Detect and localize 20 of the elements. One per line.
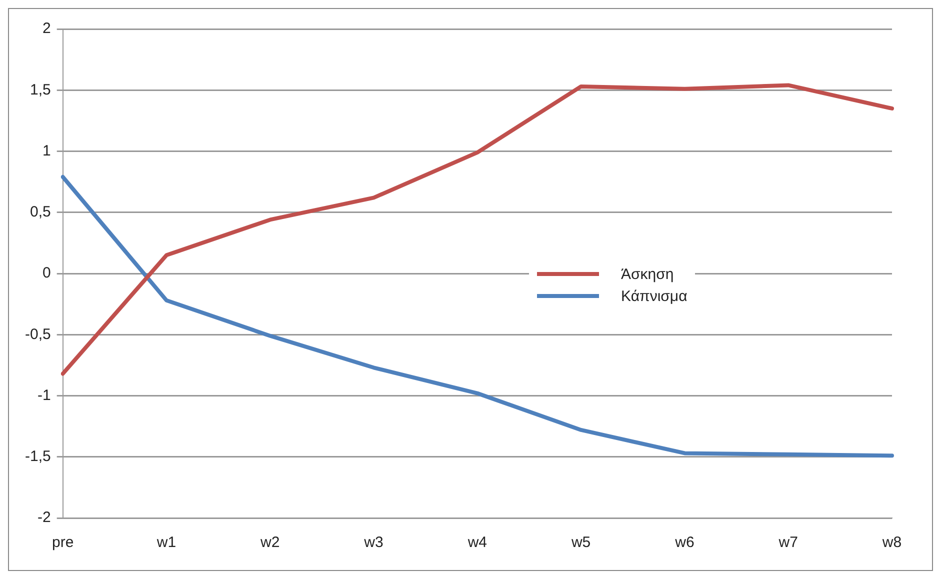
- y-tick-label: 1: [42, 142, 51, 160]
- y-tick-label: -2: [38, 509, 51, 526]
- y-tick-label: -0,5: [24, 326, 51, 343]
- x-tick-label: w1: [156, 534, 176, 552]
- x-tick-label: w4: [466, 534, 488, 552]
- y-tick-label: -1,5: [24, 448, 51, 466]
- y-tick-label: 0,5: [30, 204, 51, 221]
- x-tick-label: w3: [363, 534, 384, 552]
- y-tick-label: -1: [38, 386, 51, 404]
- y-tick-label: 1,5: [30, 81, 51, 98]
- y-tick-label: 0: [42, 264, 51, 282]
- x-tick-label: w7: [778, 534, 798, 552]
- x-tick-label: w2: [260, 534, 280, 552]
- x-tick-label: w5: [570, 534, 591, 552]
- legend-label: Άσκηση: [621, 266, 674, 282]
- x-tick-label: w6: [674, 534, 694, 552]
- legend-label: Κάπνισμα: [621, 288, 688, 304]
- x-tick-label: pre: [52, 534, 74, 552]
- y-tick-label: 2: [42, 20, 51, 38]
- x-tick-label: w8: [881, 534, 902, 552]
